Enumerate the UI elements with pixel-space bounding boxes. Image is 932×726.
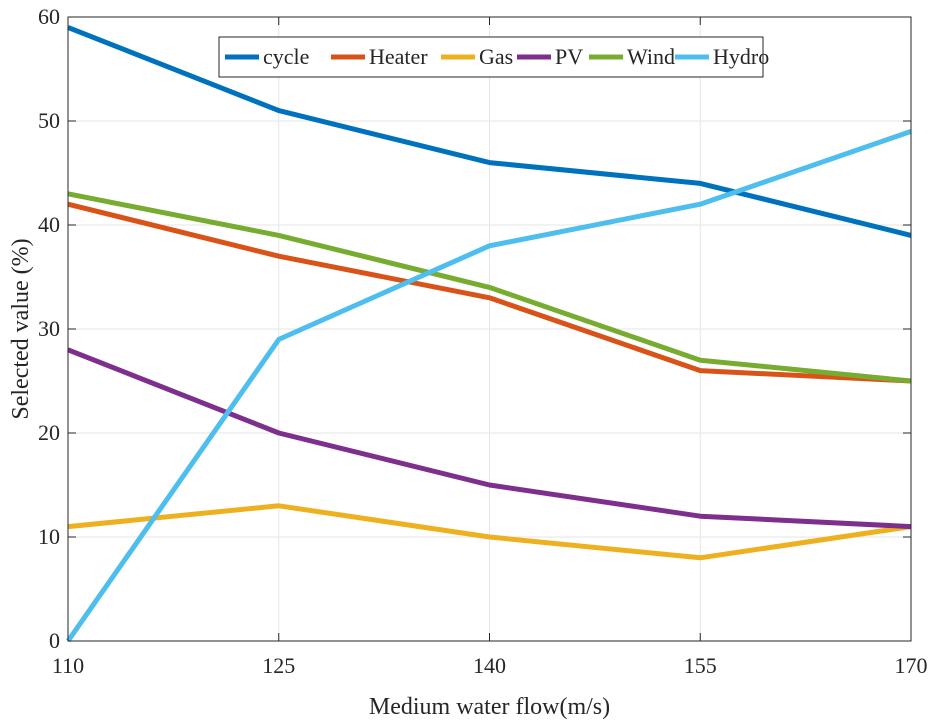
y-tick-label: 30: [38, 316, 60, 341]
series-line-pv: [67, 347, 912, 530]
y-tick-label: 50: [38, 108, 60, 133]
y-tick-label: 10: [38, 524, 60, 549]
legend-label: Wind: [627, 44, 675, 69]
series-line-hydro: [65, 129, 912, 643]
x-tick-label: 170: [895, 653, 928, 678]
series-line-cycle: [67, 25, 912, 238]
legend-label: Heater: [369, 44, 428, 69]
x-axis-label: Medium water flow(m/s): [369, 694, 610, 720]
legend-label: Gas: [479, 44, 513, 69]
legend-item-heater: Heater: [331, 44, 428, 69]
y-axis-label: Selected value (%): [8, 238, 34, 419]
y-tick-label: 60: [38, 4, 60, 29]
x-tick-label: 140: [473, 653, 506, 678]
y-tick-label: 40: [38, 212, 60, 237]
y-tick-label: 20: [38, 420, 60, 445]
series-lines: [65, 25, 912, 643]
x-tick-label: 125: [262, 653, 295, 678]
legend-label: cycle: [263, 44, 309, 69]
legend-label: Hydro: [713, 44, 769, 69]
x-tick-label: 155: [684, 653, 717, 678]
legend-label: PV: [555, 44, 583, 69]
legend-box: [218, 36, 764, 78]
series-line-heater: [67, 201, 912, 384]
series-line-wind: [67, 191, 912, 384]
legend-item-pv: PV: [517, 44, 583, 69]
legend: cycle Heater Gas PV Wind Hydro: [218, 36, 769, 78]
legend-item-cycle: cycle: [225, 44, 309, 69]
x-tick-label: 110: [52, 653, 84, 678]
axis-ticks: 110 125 140 155 170 0 10 20 30 40 50 60: [38, 4, 928, 678]
legend-item-wind: Wind: [589, 44, 675, 69]
legend-item-gas: Gas: [441, 44, 513, 69]
series-line-gas: [67, 503, 912, 561]
y-tick-label: 0: [49, 628, 60, 653]
legend-item-hydro: Hydro: [675, 44, 769, 69]
